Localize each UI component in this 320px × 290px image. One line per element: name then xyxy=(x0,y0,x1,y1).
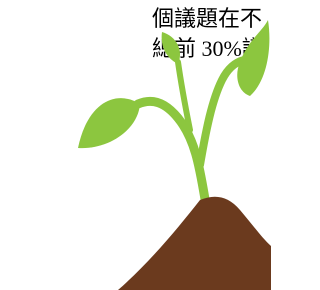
slide: 個議題在不 總前 30%議 xyxy=(0,0,271,290)
leaf xyxy=(237,20,269,96)
leaf xyxy=(78,98,140,148)
stem xyxy=(138,101,206,205)
leaf xyxy=(162,32,180,64)
seedling-illustration xyxy=(0,0,271,290)
soil xyxy=(118,197,271,290)
